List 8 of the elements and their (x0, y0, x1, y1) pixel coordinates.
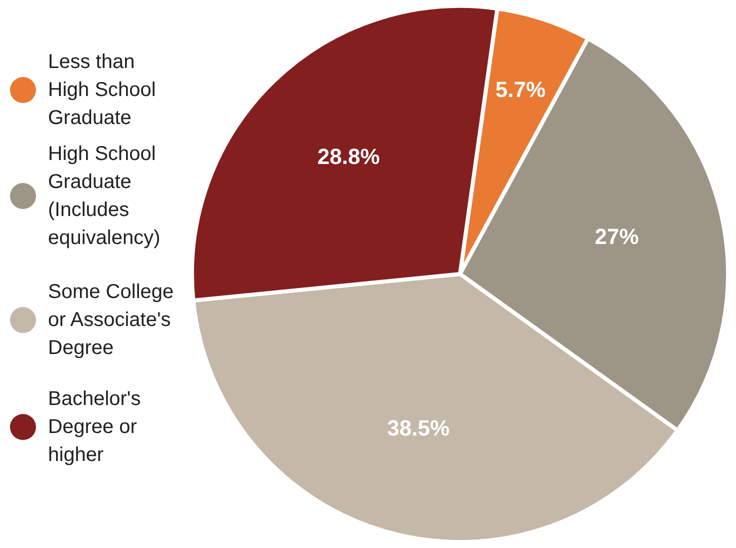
data-label: 27% (594, 224, 639, 250)
data-label: 5.7% (495, 76, 546, 102)
legend-label: Less than High School Graduate (48, 50, 157, 131)
data-label: 38.5% (387, 415, 450, 440)
legend-label: Bachelor's Degree or higher (48, 387, 142, 468)
legend-label: Some College or Associate's Degree (48, 280, 175, 361)
legend-label: High School Graduate (Includes equivalency) (48, 142, 162, 251)
data-label: 28.8% (317, 144, 380, 170)
